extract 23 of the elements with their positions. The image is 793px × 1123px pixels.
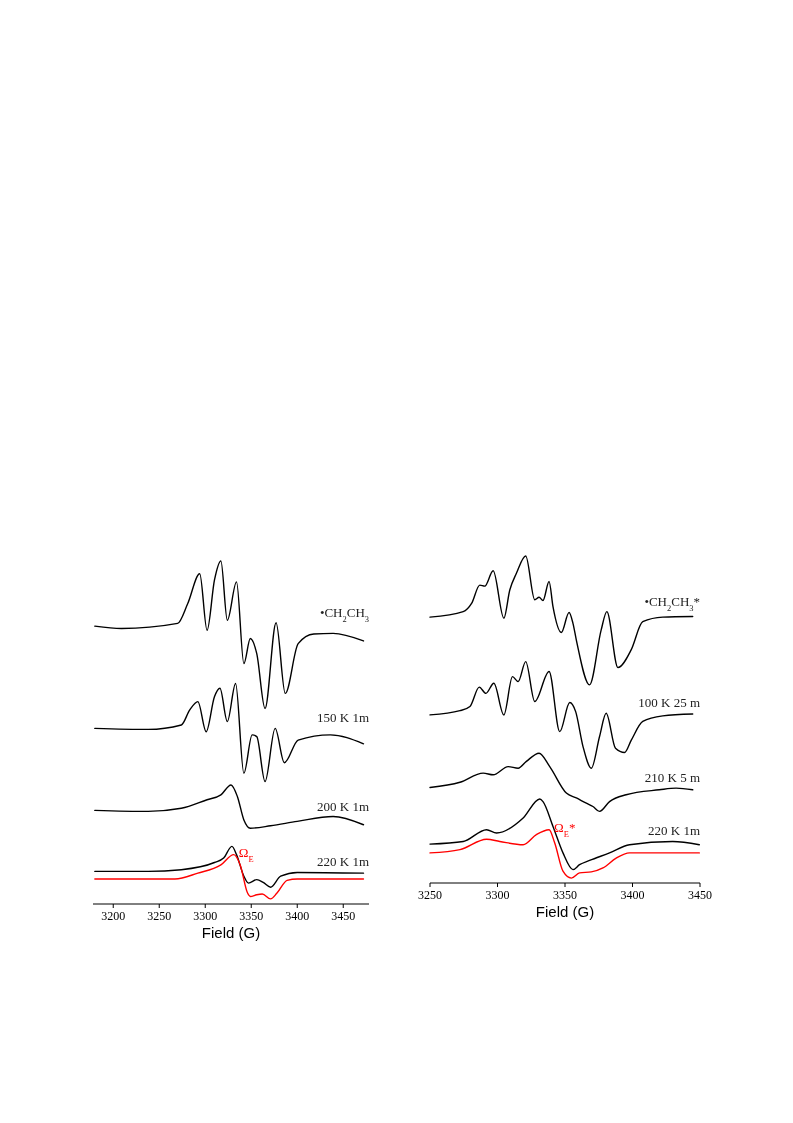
series-label: 200 K 1m <box>317 798 369 814</box>
series-label: Ω$_{E}$ <box>238 844 254 864</box>
x-tick-label: 3450 <box>331 909 356 923</box>
x-axis-title: Field (G) <box>535 903 595 920</box>
series-label: 100 K 25 m <box>638 695 700 711</box>
x-tick-label: 3300 <box>193 909 218 923</box>
x-tick-label: 3450 <box>688 888 712 902</box>
x-tick-label: 3250 <box>418 888 442 902</box>
x-tick-label: 3350 <box>553 888 577 902</box>
x-tick-label: 3400 <box>285 909 310 923</box>
x-tick-label: 3350 <box>239 909 264 923</box>
x-tick-label: 3200 <box>101 909 126 923</box>
x-tick-label: 3400 <box>620 888 645 902</box>
x-tick-label: 3300 <box>485 888 510 902</box>
x-tick-label: 3250 <box>147 909 172 923</box>
series-label: 220 K 1m <box>648 823 700 839</box>
series-label: •CH$_{2}$CH$_{3}$ <box>319 604 369 624</box>
x-axis-title: Field (G) <box>201 924 261 941</box>
series-label: 150 K 1m <box>317 710 369 726</box>
series-label: 220 K 1m <box>317 854 369 870</box>
series-label: Ω$_{E}$* <box>554 819 576 839</box>
series-label: •CH$_{2}$CH$_{3}$* <box>644 593 700 613</box>
series-label: 210 K 5 m <box>644 770 700 786</box>
